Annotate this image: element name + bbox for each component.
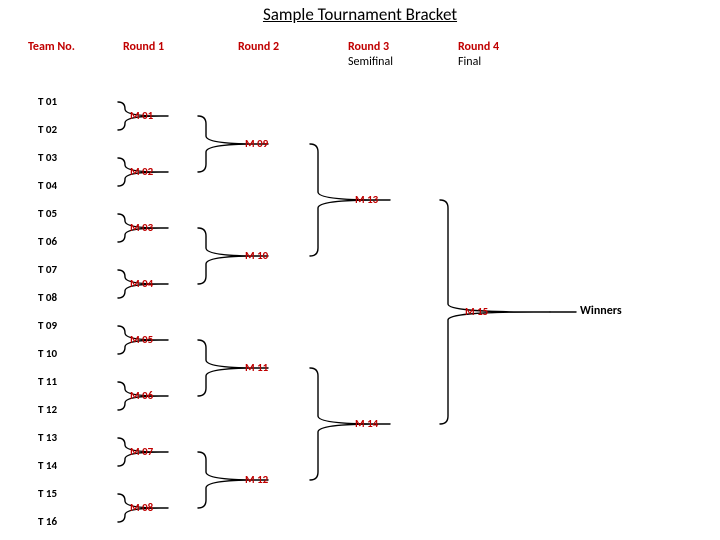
team-2: T 02 [38,123,57,136]
subheader-round-3: Semifinal [348,55,393,69]
team-8: T 08 [38,291,57,304]
match-r1-2: M 02 [130,165,153,178]
match-r3-2: M 14 [355,417,378,430]
match-r1-3: M 03 [130,221,153,234]
subheader-round-4: Final [458,55,481,69]
team-7: T 07 [38,263,57,276]
match-r2-4: M 12 [245,473,268,486]
team-11: T 11 [38,375,57,388]
header-round-2: Round 2 [238,40,279,54]
header-round-4: Round 4 [458,40,499,54]
match-r1-1: M 01 [130,109,153,122]
match-r3-1: M 13 [355,193,378,206]
team-15: T 15 [38,487,57,500]
match-r4-1: M 15 [465,305,488,318]
match-r1-5: M 05 [130,333,153,346]
match-r1-7: M 07 [130,445,153,458]
bracket-lines [0,0,720,540]
match-r1-8: M 08 [130,501,153,514]
match-r2-1: M 09 [245,137,268,150]
team-13: T 13 [38,431,57,444]
team-12: T 12 [38,403,57,416]
team-3: T 03 [38,151,57,164]
match-r1-6: M 06 [130,389,153,402]
team-16: T 16 [38,515,57,528]
header-round-1: Round 1 [123,40,164,54]
team-9: T 09 [38,319,57,332]
match-r2-2: M 10 [245,249,268,262]
header-round-3: Round 3 [348,40,389,54]
brace-r4-1 [440,200,550,424]
header-team-no: Team No. [28,40,75,54]
team-1: T 01 [38,95,57,108]
team-10: T 10 [38,347,57,360]
team-4: T 04 [38,179,57,192]
winners-label: Winners [580,304,622,318]
team-6: T 06 [38,235,57,248]
team-14: T 14 [38,459,57,472]
match-r1-4: M 04 [130,277,153,290]
match-r2-3: M 11 [245,361,268,374]
team-5: T 05 [38,207,57,220]
